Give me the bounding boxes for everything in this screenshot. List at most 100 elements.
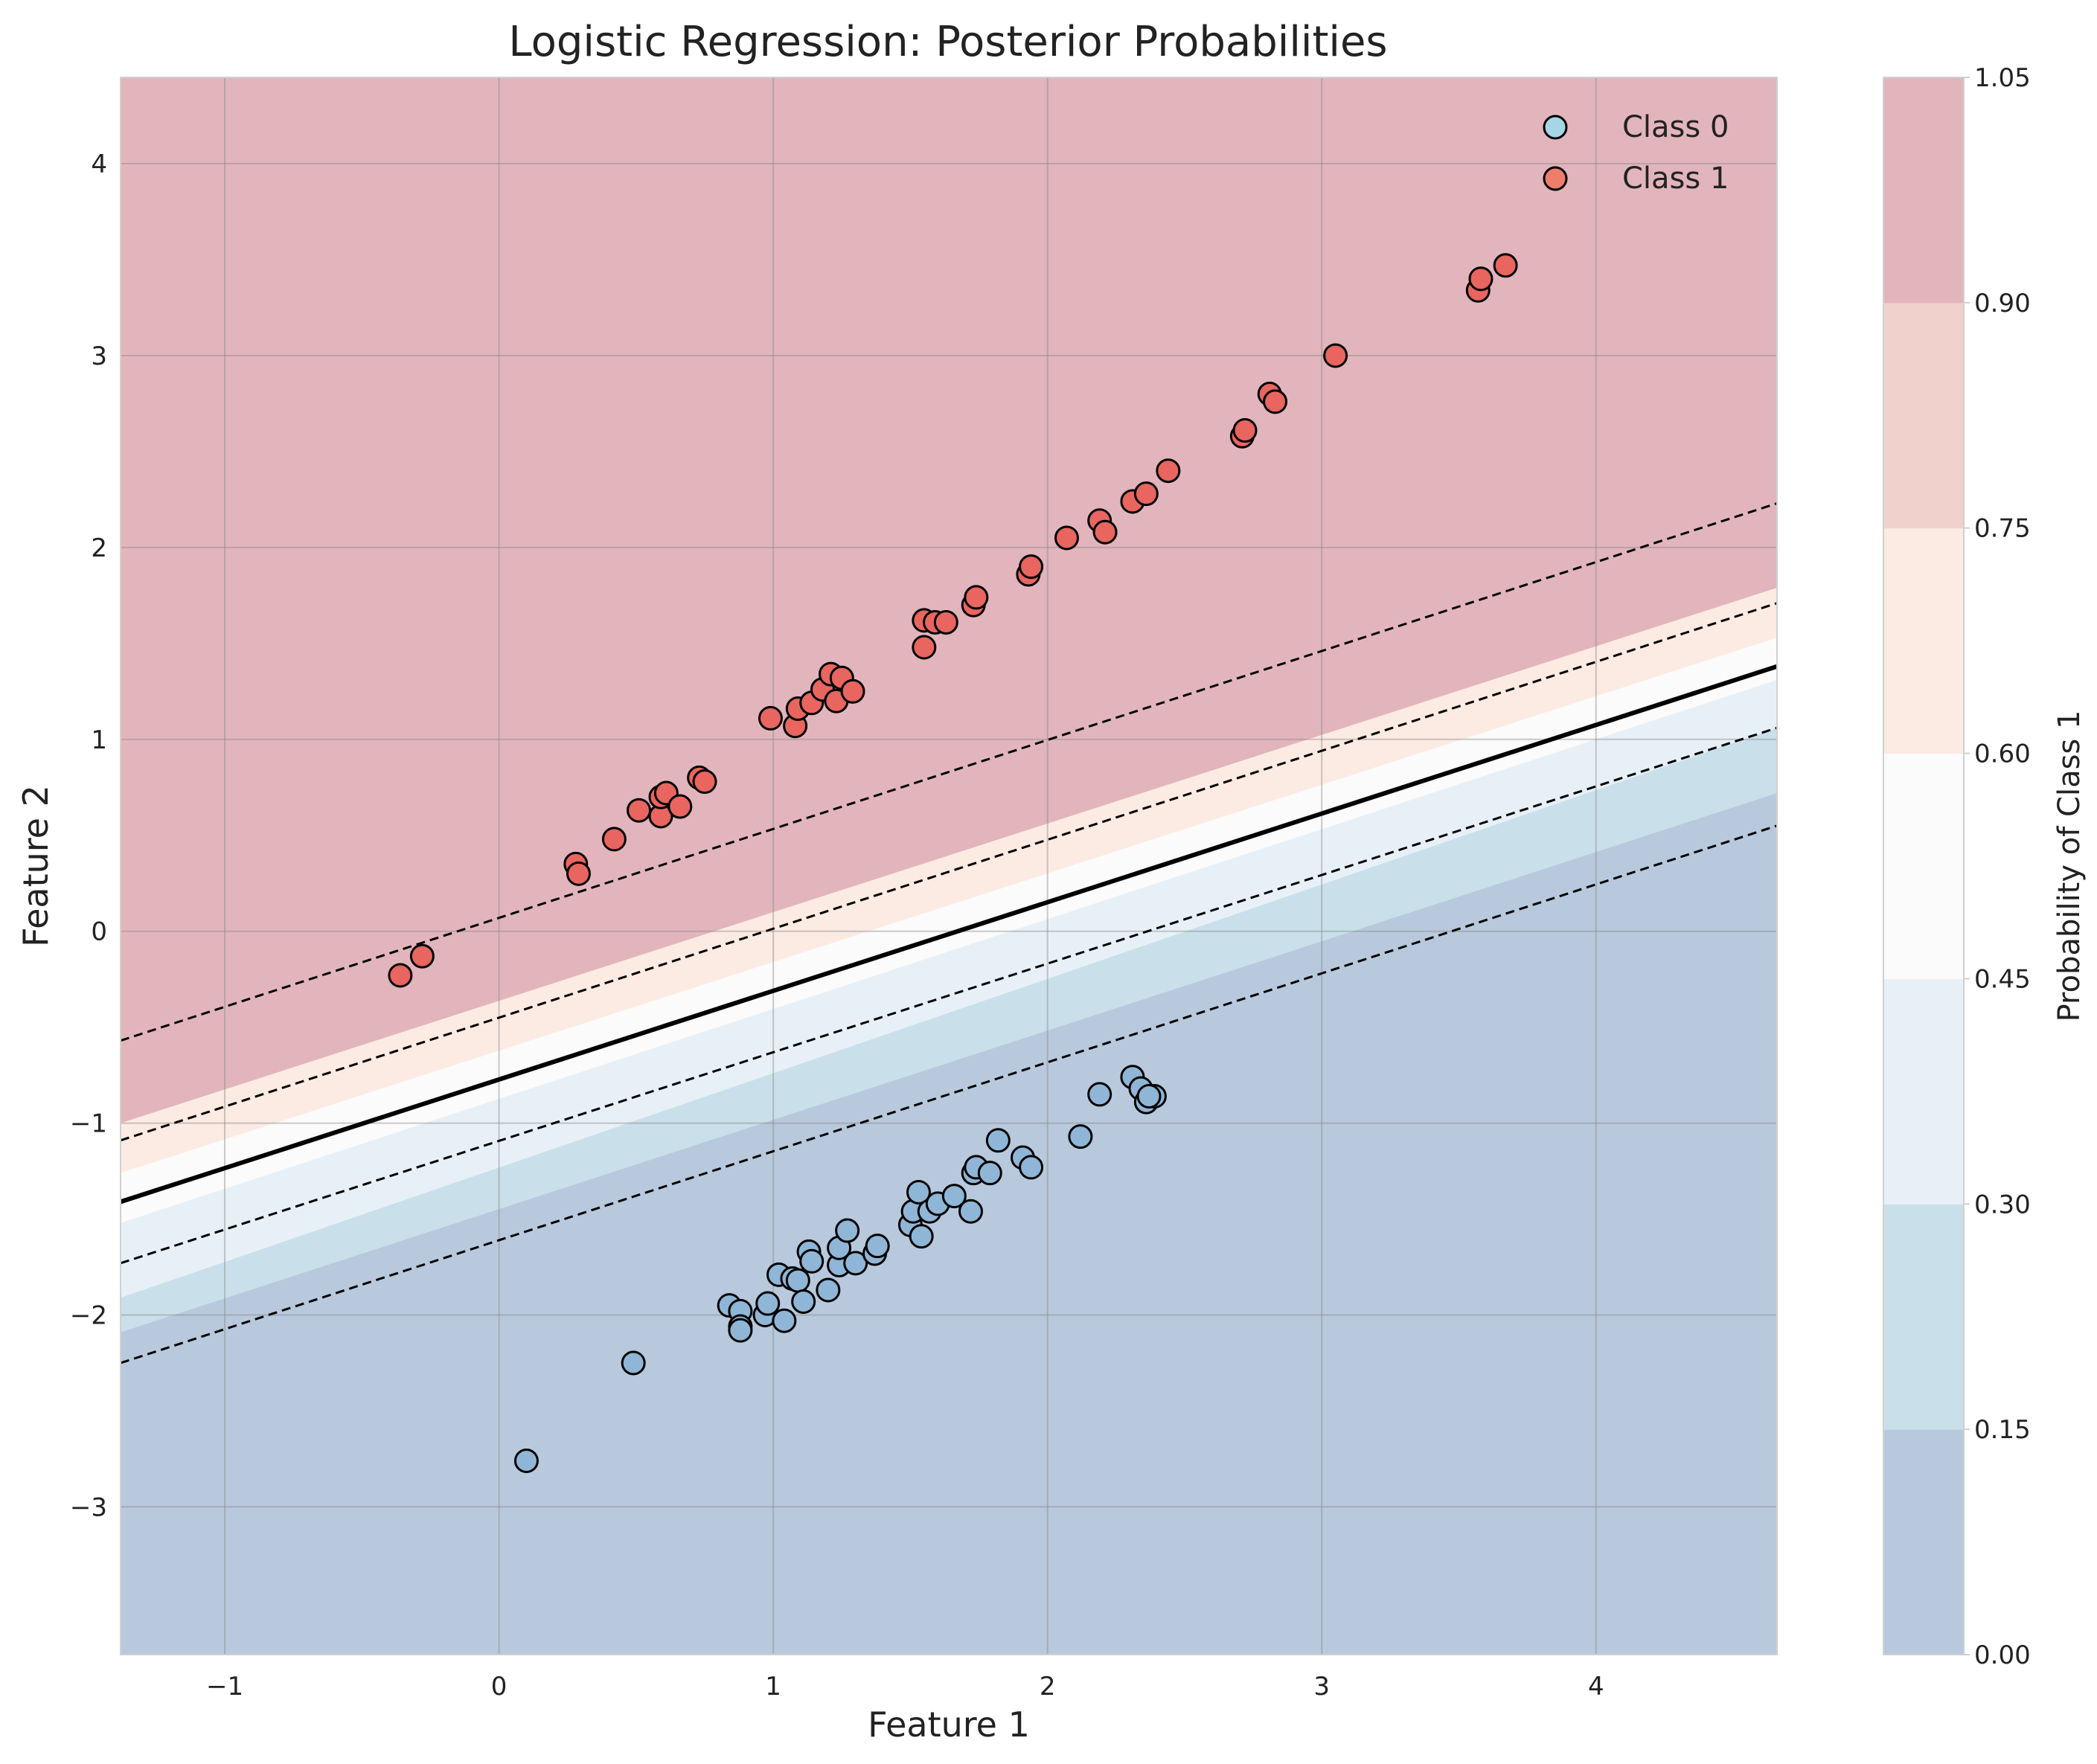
class-0-point-7 — [755, 1291, 781, 1316]
class-0-point-18 — [835, 1218, 860, 1243]
colorbar-segment-4 — [1883, 527, 1964, 754]
class-0-point-15 — [816, 1277, 841, 1303]
colorbar-segment-2 — [1883, 978, 1964, 1205]
class-1-point-3 — [566, 861, 591, 886]
probability-band-0 — [121, 792, 1777, 1655]
class-0-point-36 — [1068, 1124, 1093, 1149]
class-0-point-21 — [865, 1234, 890, 1259]
class-0-point-29 — [958, 1199, 983, 1224]
colorbar: 0.00 0.15 0.30 0.45 0.60 0.75 0.90 1.05 Probabi… — [1883, 63, 2087, 1670]
class-1-point-0 — [388, 963, 413, 988]
class-1-point-9 — [667, 794, 693, 819]
colorbar-segment-0 — [1883, 1429, 1964, 1655]
class-1-point-42 — [1493, 253, 1518, 278]
x-axis-label: Feature 1 — [868, 1704, 1030, 1745]
class-0-point-9 — [772, 1308, 797, 1333]
class-0-point-14 — [799, 1248, 825, 1274]
colorbar-tick-label-5: 0.75 — [1974, 514, 2031, 544]
contour-line-3 — [121, 824, 1777, 1364]
colorbar-frame — [1883, 77, 1965, 1655]
plot-area — [120, 77, 1778, 1655]
colorbar-segments — [1883, 77, 1964, 1655]
class-1-point-33 — [1133, 481, 1159, 507]
class-1-point-11 — [692, 769, 717, 795]
y-tick-labels: −3 −2 −1 0 1 2 3 4 — [70, 150, 107, 1522]
colorbar-tick-label-3: 0.45 — [1974, 964, 2031, 994]
class-1-point-12 — [758, 705, 783, 731]
x-tick-label-0: −1 — [206, 1672, 243, 1702]
colorbar-segment-3 — [1883, 753, 1964, 979]
colorbar-tick-label-7: 1.05 — [1974, 63, 2031, 93]
x-tick-labels: −1 0 1 2 3 4 — [206, 1672, 1604, 1702]
class-1-point-5 — [627, 798, 652, 823]
class-1-point-31 — [1092, 519, 1118, 545]
class-1-point-1 — [409, 943, 435, 969]
x-tick-label-4: 3 — [1313, 1672, 1330, 1702]
colorbar-segment-6 — [1883, 77, 1964, 304]
contour-line-2 — [121, 726, 1777, 1265]
class-1-point-29 — [1054, 525, 1079, 551]
class-0-point-24 — [906, 1179, 931, 1205]
class-0-point-11 — [785, 1268, 810, 1293]
y-tick-label-0: −3 — [70, 1492, 107, 1522]
colorbar-tick-label-6: 0.90 — [1974, 289, 2031, 318]
colorbar-tick-label-0: 0.00 — [1974, 1640, 2031, 1670]
colorbar-tick-labels: 0.00 0.15 0.30 0.45 0.60 0.75 0.90 1.05 — [1964, 63, 2031, 1670]
class-1-point-38 — [1263, 389, 1288, 414]
class-0-point-1 — [621, 1350, 646, 1376]
class-1-point-4 — [601, 827, 627, 852]
class-1-point-34 — [1156, 458, 1181, 484]
scatter-points — [388, 253, 1518, 1474]
legend-marker-class-0 — [1543, 115, 1568, 140]
y-tick-label-2: −1 — [70, 1109, 107, 1139]
y-tick-label-3: 0 — [91, 917, 107, 947]
x-tick-label-2: 1 — [765, 1672, 781, 1702]
class-1-point-36 — [1232, 418, 1258, 443]
class-0-point-42 — [1136, 1083, 1162, 1109]
colorbar-segment-1 — [1883, 1204, 1964, 1430]
class-0-point-35 — [1019, 1155, 1044, 1180]
y-tick-label-5: 2 — [91, 533, 107, 563]
x-tick-label-5: 4 — [1588, 1672, 1604, 1702]
class-1-point-39 — [1323, 343, 1348, 368]
x-tick-label-3: 2 — [1040, 1672, 1056, 1702]
class-1-point-24 — [933, 609, 958, 635]
chart-title: Logistic Regression: Posterior Probabili… — [508, 18, 1387, 66]
class-0-point-33 — [985, 1128, 1011, 1153]
decision-boundary-line — [121, 664, 1777, 1205]
plot-frame — [120, 77, 1778, 1655]
class-0-point-12 — [791, 1289, 816, 1314]
class-1-point-20 — [840, 679, 865, 704]
class-0-point-25 — [909, 1224, 934, 1249]
y-tick-label-7: 4 — [91, 150, 107, 179]
legend-label-class-1: Class 1 — [1622, 161, 1729, 196]
grid-lines — [121, 77, 1777, 1655]
colorbar-segment-5 — [1883, 302, 1964, 529]
class-1-point-26 — [964, 585, 989, 610]
y-tick-label-4: 1 — [91, 725, 107, 755]
class-1-point-41 — [1468, 266, 1493, 292]
colorbar-label: Probability of Class 1 — [2052, 711, 2087, 1022]
class-0-point-32 — [977, 1161, 1002, 1186]
colorbar-tick-label-4: 0.60 — [1974, 740, 2031, 769]
x-tick-label-1: 0 — [491, 1672, 508, 1702]
class-0-point-5 — [728, 1318, 753, 1343]
contour-line-1 — [121, 602, 1777, 1142]
legend: Class 0 Class 1 — [1543, 110, 1729, 196]
y-axis-label: Feature 2 — [16, 785, 56, 947]
legend-label-class-0: Class 0 — [1622, 110, 1729, 144]
class-0-point-37 — [1087, 1082, 1112, 1107]
class-0-point-28 — [941, 1184, 967, 1209]
y-tick-label-6: 3 — [91, 341, 107, 371]
contour-lines — [121, 502, 1777, 1364]
contour-line-0 — [121, 502, 1777, 1042]
probability-bands — [121, 588, 1777, 1655]
colorbar-tick-label-2: 0.30 — [1974, 1190, 2031, 1219]
y-tick-label-1: −2 — [70, 1301, 107, 1331]
colorbar-tick-label-1: 0.15 — [1974, 1415, 2031, 1445]
class-1-point-28 — [1019, 554, 1044, 580]
class-0-point-19 — [843, 1251, 868, 1276]
legend-marker-class-1 — [1543, 166, 1568, 191]
class-1-point-21 — [912, 635, 937, 660]
class-0-point-0 — [513, 1449, 539, 1474]
